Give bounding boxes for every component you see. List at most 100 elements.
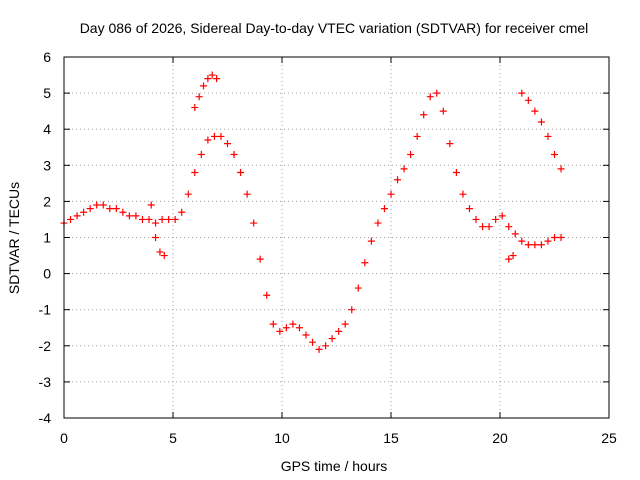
y-tick-label: 5 xyxy=(43,85,51,101)
data-point xyxy=(171,215,179,223)
data-point xyxy=(446,140,454,148)
data-point xyxy=(250,219,258,227)
data-point xyxy=(459,190,467,198)
data-point xyxy=(184,190,192,198)
data-point xyxy=(509,252,517,260)
data-point xyxy=(160,252,168,260)
data-point xyxy=(492,215,500,223)
data-point xyxy=(282,324,290,332)
data-point xyxy=(67,215,75,223)
data-point xyxy=(132,212,140,220)
data-point xyxy=(524,96,532,104)
data-point xyxy=(413,132,421,140)
data-point xyxy=(230,150,238,158)
data-point xyxy=(156,248,164,256)
data-point xyxy=(472,215,480,223)
data-point xyxy=(544,132,552,140)
grid-lines xyxy=(64,57,609,418)
data-point xyxy=(433,89,441,97)
x-tick-label: 20 xyxy=(492,430,508,446)
data-point xyxy=(237,169,245,177)
data-point xyxy=(498,212,506,220)
data-point xyxy=(106,205,114,213)
data-point xyxy=(341,320,349,328)
data-point xyxy=(208,71,216,79)
data-point xyxy=(158,215,166,223)
data-point xyxy=(505,223,513,231)
data-point xyxy=(224,140,231,148)
data-point xyxy=(165,215,173,223)
data-point xyxy=(152,219,160,227)
data-point xyxy=(269,320,277,328)
data-point xyxy=(119,208,127,216)
data-point xyxy=(524,241,532,249)
x-axis-label: GPS time / hours xyxy=(281,458,388,474)
data-point xyxy=(93,201,101,209)
y-tick-label: -4 xyxy=(39,410,52,426)
data-point xyxy=(557,165,565,173)
data-point xyxy=(191,104,199,112)
data-point xyxy=(147,201,155,209)
y-tick-label: 6 xyxy=(43,49,51,65)
data-point xyxy=(138,215,146,223)
data-point xyxy=(380,205,388,213)
y-tick-label: 3 xyxy=(43,157,51,173)
data-point xyxy=(452,169,460,177)
data-point xyxy=(309,338,317,346)
tick-labels: 0 5 10 15 20 25 -4 -3 -2 -1 0 1 2 3 4 5 6 xyxy=(39,49,617,446)
x-tick-label: 5 xyxy=(169,430,177,446)
y-tick-label: -2 xyxy=(39,338,52,354)
data-point xyxy=(200,82,208,90)
data-point xyxy=(465,205,473,213)
data-point xyxy=(328,335,336,343)
data-point xyxy=(191,169,199,177)
data-point xyxy=(551,150,558,158)
plot-frame xyxy=(63,56,610,419)
y-tick-label: 2 xyxy=(43,193,51,209)
data-point xyxy=(531,241,539,249)
data-point xyxy=(426,93,434,101)
data-point xyxy=(195,93,203,101)
y-tick-label: 1 xyxy=(43,230,51,246)
data-point xyxy=(86,205,94,213)
data-point xyxy=(354,284,362,292)
chart-title: Day 086 of 2026, Sidereal Day-to-day VTE… xyxy=(80,20,589,36)
data-point xyxy=(213,75,221,83)
data-points xyxy=(60,71,565,353)
data-point xyxy=(518,237,526,245)
data-point xyxy=(256,255,264,263)
data-point xyxy=(204,75,212,83)
y-tick-label: -1 xyxy=(39,302,52,318)
data-point xyxy=(73,212,81,220)
data-point xyxy=(400,165,408,173)
data-point xyxy=(505,255,513,263)
y-tick-label: -3 xyxy=(39,374,52,390)
data-point xyxy=(537,241,545,249)
data-point xyxy=(315,345,323,353)
data-point xyxy=(243,190,251,198)
data-point xyxy=(152,234,160,241)
data-point xyxy=(387,190,395,198)
data-point xyxy=(112,205,120,213)
data-point xyxy=(145,215,153,223)
data-point xyxy=(485,223,493,231)
data-point xyxy=(537,118,545,126)
data-point xyxy=(80,208,88,216)
data-point xyxy=(361,259,369,267)
data-point xyxy=(518,89,526,97)
data-point xyxy=(511,230,519,238)
data-point xyxy=(439,107,447,115)
y-axis-label: SDTVAR / TECUs xyxy=(6,182,22,294)
x-tick-label: 15 xyxy=(383,430,399,446)
data-point xyxy=(394,176,402,184)
data-point xyxy=(348,306,356,314)
data-point xyxy=(263,291,271,299)
x-tick-label: 25 xyxy=(601,430,617,446)
data-point xyxy=(204,136,212,144)
data-point xyxy=(210,132,218,140)
data-point xyxy=(479,223,487,231)
data-point xyxy=(374,219,382,227)
data-point xyxy=(302,331,310,339)
data-point xyxy=(289,320,297,328)
